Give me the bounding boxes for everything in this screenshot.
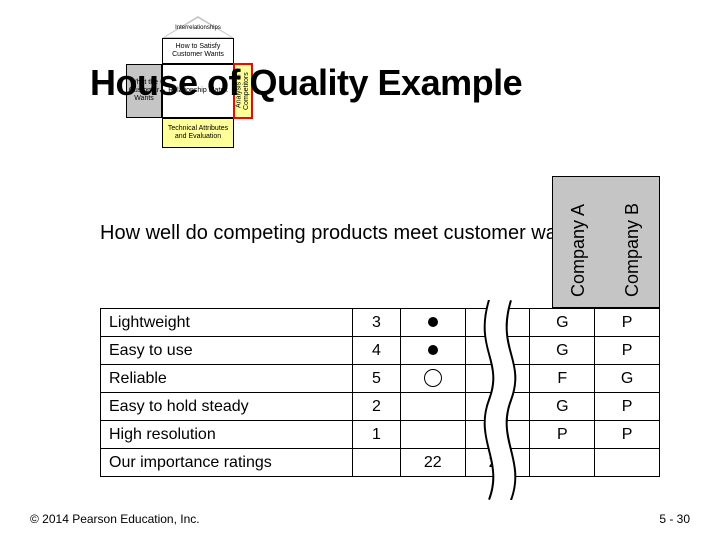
row-name: High resolution — [101, 421, 353, 449]
table-row: Reliable5 FG — [101, 365, 660, 393]
copyright: © 2014 Pearson Education, Inc. — [30, 512, 200, 526]
row-name: Lightweight — [101, 309, 353, 337]
ratings-table: Lightweight3GPEasy to use4GPReliable5FGE… — [100, 308, 660, 477]
row-grade-b: P — [595, 421, 660, 449]
company-a-label: Company A — [568, 200, 589, 300]
row-grade-a: G — [530, 337, 595, 365]
hoq-roof: Interrelationships — [162, 16, 234, 38]
table-footer-row: Our importance ratings 2225 — [101, 449, 660, 477]
table-row: Lightweight3 GP — [101, 309, 660, 337]
row-grade-a: G — [530, 309, 595, 337]
row-grade-b: P — [595, 309, 660, 337]
hoq-tech-cell: Technical Attributes and Evaluation — [162, 118, 234, 148]
row-mark-1 — [400, 421, 465, 449]
table-row: High resolution1 PP — [101, 421, 660, 449]
page-number: 5 - 30 — [659, 512, 690, 526]
row-rating: 2 — [352, 393, 400, 421]
row-name: Easy to hold steady — [101, 393, 353, 421]
row-rating: 5 — [352, 365, 400, 393]
row-grade-a: G — [530, 393, 595, 421]
row-mark-2 — [465, 337, 530, 365]
question-text: How well do competing products meet cust… — [100, 220, 584, 246]
table-row: Easy to use4 GP — [101, 337, 660, 365]
row-grade-b: P — [595, 393, 660, 421]
row-grade-a: P — [530, 421, 595, 449]
row-rating: 4 — [352, 337, 400, 365]
row-mark-1 — [400, 337, 465, 365]
row-mark-1 — [400, 393, 465, 421]
circle-icon — [424, 369, 442, 387]
row-mark-1 — [400, 365, 465, 393]
dot-icon — [428, 345, 438, 355]
row-name: Reliable — [101, 365, 353, 393]
row-grade-b: G — [595, 365, 660, 393]
company-b-label: Company B — [622, 200, 643, 300]
row-mark-2 — [465, 393, 530, 421]
footer-total-1: 22 — [400, 449, 465, 477]
row-rating: 3 — [352, 309, 400, 337]
row-mark-2 — [465, 365, 530, 393]
table-row: Easy to hold steady2 GP — [101, 393, 660, 421]
row-grade-a: F — [530, 365, 595, 393]
dot-icon — [493, 317, 503, 327]
row-name: Easy to use — [101, 337, 353, 365]
hoq-roof-label: Interrelationships — [170, 25, 226, 31]
row-mark-2 — [465, 421, 530, 449]
row-mark-1 — [400, 309, 465, 337]
dot-icon — [428, 317, 438, 327]
footer-total-2: 25 — [465, 449, 530, 477]
row-rating: 1 — [352, 421, 400, 449]
page-title: House of Quality Example — [90, 62, 522, 104]
row-mark-2 — [465, 309, 530, 337]
row-grade-b: P — [595, 337, 660, 365]
footer-label: Our importance ratings — [101, 449, 353, 477]
question-label: How well do competing products meet cust… — [100, 222, 584, 244]
hoq-satisfy-cell: How to Satisfy Customer Wants — [162, 38, 234, 64]
